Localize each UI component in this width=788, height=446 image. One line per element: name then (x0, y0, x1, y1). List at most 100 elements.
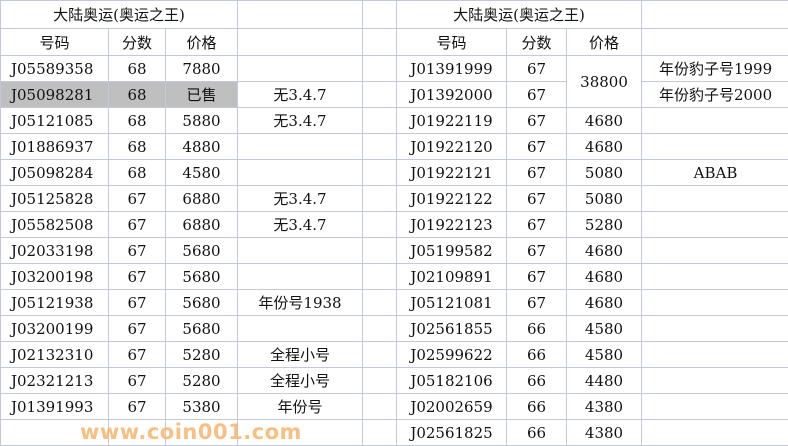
cell[interactable] (362, 289, 398, 316)
right-score-cell[interactable]: 67 (506, 81, 568, 108)
right-code-cell[interactable]: J01922121 (396, 159, 508, 186)
right-score-cell[interactable]: 66 (506, 341, 568, 368)
right-price-cell[interactable]: 4680 (566, 263, 643, 290)
right-note-cell[interactable]: ABAB (641, 159, 788, 186)
left-header-price[interactable]: 价格 (164, 28, 239, 56)
cell[interactable] (362, 81, 398, 108)
left-score-cell[interactable]: 68 (108, 133, 166, 160)
left-score-cell[interactable]: 67 (108, 393, 166, 420)
left-score-cell[interactable]: 67 (108, 185, 166, 212)
right-price-cell[interactable]: 4580 (566, 315, 643, 342)
cell[interactable] (362, 211, 398, 238)
right-score-cell[interactable]: 66 (506, 419, 568, 446)
right-code-cell[interactable]: J05199582 (396, 237, 508, 264)
right-price-cell[interactable]: 4680 (566, 237, 643, 264)
left-score-cell[interactable]: 67 (108, 315, 166, 342)
right-score-cell[interactable]: 67 (506, 55, 568, 82)
left-price-cell[interactable]: 4580 (164, 159, 239, 186)
left-note-cell[interactable] (237, 237, 364, 264)
right-note-cell[interactable]: 年份豹子号1999 (641, 55, 788, 82)
right-price-cell[interactable]: 4580 (566, 341, 643, 368)
left-score-cell[interactable]: 67 (108, 341, 166, 368)
right-note-cell[interactable]: 年份豹子号2000 (641, 81, 788, 108)
left-note-cell[interactable] (237, 315, 364, 342)
left-price-cell[interactable]: 5280 (164, 341, 239, 368)
right-code-cell[interactable]: J02002659 (396, 393, 508, 420)
cell[interactable] (362, 341, 398, 368)
right-note-cell[interactable] (641, 367, 788, 394)
left-score-cell[interactable]: 67 (108, 289, 166, 316)
right-score-cell[interactable]: 67 (506, 237, 568, 264)
cell[interactable] (362, 393, 398, 420)
cell[interactable] (362, 263, 398, 290)
right-price-cell[interactable]: 4680 (566, 107, 643, 134)
left-code-cell[interactable]: J03200199 (0, 315, 109, 342)
right-note-cell[interactable] (641, 315, 788, 342)
right-price-cell[interactable]: 4680 (566, 133, 643, 160)
cell[interactable] (108, 419, 166, 446)
cell[interactable] (362, 315, 398, 342)
right-note-cell[interactable] (641, 289, 788, 316)
right-price-cell[interactable]: 5080 (566, 185, 643, 212)
left-note-cell[interactable]: 全程小号 (237, 341, 364, 368)
left-score-cell[interactable]: 68 (108, 159, 166, 186)
left-note-cell[interactable] (237, 55, 364, 82)
cell[interactable] (237, 0, 364, 29)
right-note-cell[interactable] (641, 185, 788, 212)
right-code-cell[interactable]: J01391999 (396, 55, 508, 82)
left-code-cell[interactable]: J01886937 (0, 133, 109, 160)
left-table-title[interactable]: 大陆奥运(奥运之王) (0, 0, 239, 29)
left-price-cell[interactable]: 5680 (164, 315, 239, 342)
right-code-cell[interactable]: J02561855 (396, 315, 508, 342)
right-price-merged-cell[interactable]: 38800 (566, 55, 643, 108)
right-score-cell[interactable]: 66 (506, 367, 568, 394)
left-code-cell[interactable]: J05582508 (0, 211, 109, 238)
left-score-cell[interactable]: 67 (108, 211, 166, 238)
left-score-cell[interactable]: 68 (108, 81, 166, 108)
right-score-cell[interactable]: 67 (506, 107, 568, 134)
right-score-cell[interactable]: 67 (506, 159, 568, 186)
left-note-cell[interactable]: 无3.4.7 (237, 81, 364, 108)
left-price-cell[interactable]: 4880 (164, 133, 239, 160)
left-code-cell[interactable]: J05121938 (0, 289, 109, 316)
cell[interactable] (362, 133, 398, 160)
cell[interactable] (362, 159, 398, 186)
left-note-cell[interactable]: 无3.4.7 (237, 211, 364, 238)
left-header-code[interactable]: 号码 (0, 28, 109, 56)
right-note-cell[interactable] (641, 237, 788, 264)
left-price-cell[interactable]: 已售 (164, 81, 239, 108)
right-code-cell[interactable]: J02599622 (396, 341, 508, 368)
left-code-cell[interactable]: J02132310 (0, 341, 109, 368)
left-code-cell[interactable]: J03200198 (0, 263, 109, 290)
right-score-cell[interactable]: 67 (506, 133, 568, 160)
left-note-cell[interactable] (237, 133, 364, 160)
right-price-cell[interactable]: 4680 (566, 289, 643, 316)
right-note-cell[interactable] (641, 211, 788, 238)
left-note-cell[interactable]: 无3.4.7 (237, 185, 364, 212)
left-code-cell[interactable]: J02321213 (0, 367, 109, 394)
right-note-cell[interactable] (641, 133, 788, 160)
left-price-cell[interactable]: 5680 (164, 289, 239, 316)
left-code-cell[interactable]: J05121085 (0, 107, 109, 134)
right-price-cell[interactable]: 5280 (566, 211, 643, 238)
right-code-cell[interactable]: J01922119 (396, 107, 508, 134)
cell[interactable] (362, 107, 398, 134)
left-note-cell[interactable]: 全程小号 (237, 367, 364, 394)
left-header-score[interactable]: 分数 (108, 28, 166, 56)
left-score-cell[interactable]: 67 (108, 263, 166, 290)
cell[interactable] (237, 28, 364, 56)
right-score-cell[interactable]: 67 (506, 211, 568, 238)
cell[interactable] (362, 237, 398, 264)
left-code-cell[interactable]: J02033198 (0, 237, 109, 264)
cell[interactable] (362, 28, 398, 56)
right-note-cell[interactable] (641, 341, 788, 368)
left-score-cell[interactable]: 68 (108, 107, 166, 134)
right-table-title[interactable]: 大陆奥运(奥运之王) (396, 0, 643, 29)
left-code-cell[interactable]: J01391993 (0, 393, 109, 420)
cell[interactable] (641, 28, 788, 56)
left-price-cell[interactable]: 5680 (164, 263, 239, 290)
right-code-cell[interactable]: J01922123 (396, 211, 508, 238)
cell[interactable] (362, 55, 398, 82)
left-score-cell[interactable]: 67 (108, 237, 166, 264)
left-note-cell[interactable]: 年份号 (237, 393, 364, 420)
